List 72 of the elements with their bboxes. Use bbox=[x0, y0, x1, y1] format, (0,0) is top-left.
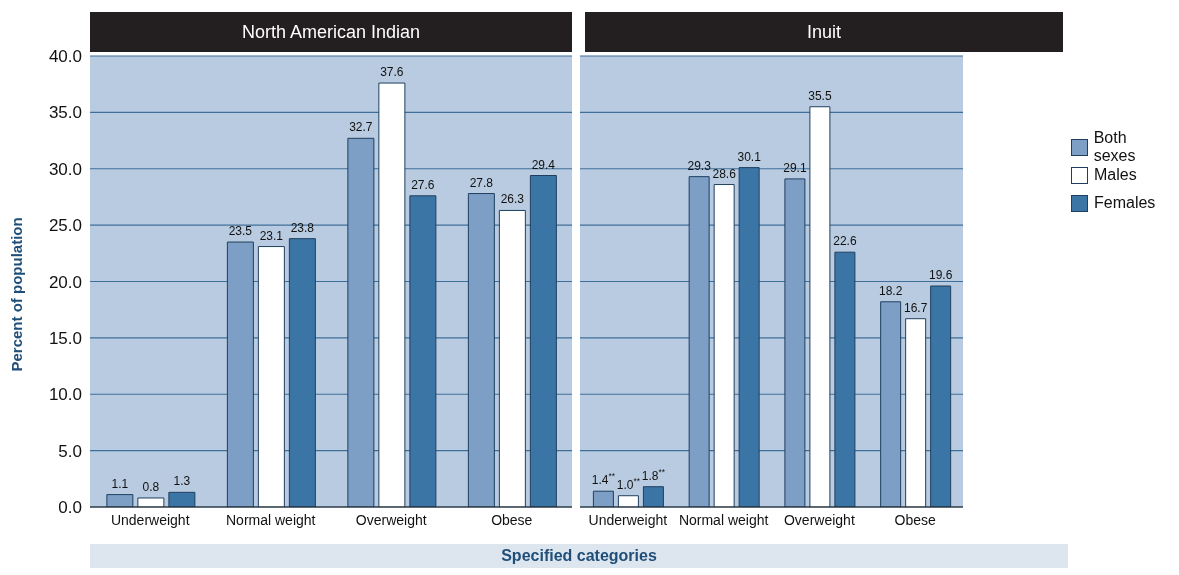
data-label: 29.3 bbox=[687, 158, 712, 173]
y-tick-label: 40.0 bbox=[48, 47, 82, 67]
data-label: 29.1 bbox=[783, 160, 807, 175]
bar bbox=[467, 193, 495, 507]
bar bbox=[784, 178, 806, 507]
y-tick-label: 15.0 bbox=[48, 328, 82, 348]
data-label: 23.8 bbox=[290, 220, 315, 235]
chart-title: Inuit bbox=[585, 12, 1063, 52]
y-axis-title: Percent of population bbox=[8, 217, 26, 372]
y-tick-label: 5.0 bbox=[58, 441, 82, 461]
x-tick-label: Overweight bbox=[783, 511, 855, 528]
data-label: 1.0$^{**}$ bbox=[616, 475, 641, 492]
bar bbox=[226, 241, 254, 507]
legend-label: Females bbox=[1094, 194, 1156, 212]
data-label: 29.4 bbox=[531, 157, 556, 172]
bar bbox=[378, 82, 406, 507]
bar bbox=[409, 195, 437, 507]
x-tick-label: Normal weight bbox=[678, 511, 769, 528]
x-tick-label: Normal weight bbox=[226, 511, 316, 528]
bar bbox=[288, 238, 316, 507]
bar bbox=[930, 285, 952, 507]
x-tick-label: Obese bbox=[894, 511, 936, 528]
data-label: 32.7 bbox=[349, 120, 373, 135]
y-tick-label: 35.0 bbox=[48, 103, 82, 123]
bar bbox=[713, 184, 735, 507]
data-label: 23.5 bbox=[228, 224, 253, 239]
x-tick-label: Overweight bbox=[355, 511, 427, 528]
y-tick-label: 30.0 bbox=[48, 159, 82, 179]
data-label: 19.6 bbox=[928, 268, 953, 283]
data-label: 18.2 bbox=[878, 283, 903, 298]
data-label: 26.3 bbox=[500, 192, 525, 207]
x-axis-title: Specified categories bbox=[90, 544, 1068, 568]
data-label: 1.8$^{**}$ bbox=[641, 466, 666, 483]
data-label: 0.8 bbox=[142, 479, 160, 494]
data-label: 37.6 bbox=[380, 65, 404, 80]
legend-label: Males bbox=[1094, 166, 1137, 184]
bar bbox=[642, 486, 664, 507]
bar bbox=[738, 167, 760, 507]
data-label: 27.8 bbox=[469, 175, 494, 190]
data-label: 27.6 bbox=[411, 177, 435, 192]
bar bbox=[880, 301, 902, 507]
bar bbox=[905, 318, 927, 507]
y-tick-label: 20.0 bbox=[48, 272, 82, 292]
y-tick-label: 25.0 bbox=[48, 216, 82, 236]
bar bbox=[347, 137, 375, 507]
x-tick-label: Underweight bbox=[110, 511, 190, 528]
bar bbox=[498, 209, 526, 507]
bar bbox=[688, 176, 710, 507]
x-tick-label: Obese bbox=[491, 511, 533, 528]
bar bbox=[106, 494, 134, 507]
y-tick-label: 10.0 bbox=[48, 385, 82, 405]
data-label: 22.6 bbox=[833, 234, 857, 249]
bar bbox=[257, 246, 285, 507]
y-tick-label: 0.0 bbox=[58, 498, 82, 518]
bar bbox=[834, 251, 856, 507]
bar bbox=[809, 106, 831, 507]
bar bbox=[592, 490, 614, 507]
data-label: 1.1 bbox=[111, 476, 129, 491]
data-label: 35.5 bbox=[808, 88, 832, 103]
data-label: 1.3 bbox=[173, 474, 191, 489]
bar bbox=[137, 497, 165, 507]
data-label: 23.1 bbox=[259, 228, 284, 243]
chart-title: North American Indian bbox=[90, 12, 572, 52]
bar bbox=[617, 495, 639, 507]
bar bbox=[168, 491, 196, 507]
data-label: 30.1 bbox=[737, 149, 762, 164]
legend-label: Both sexes bbox=[1093, 129, 1137, 165]
data-label: 28.6 bbox=[712, 166, 737, 181]
bar bbox=[529, 175, 557, 507]
data-label: 16.7 bbox=[903, 300, 928, 315]
x-tick-label: Underweight bbox=[588, 511, 668, 528]
data-label: 1.4$^{**}$ bbox=[591, 471, 616, 488]
